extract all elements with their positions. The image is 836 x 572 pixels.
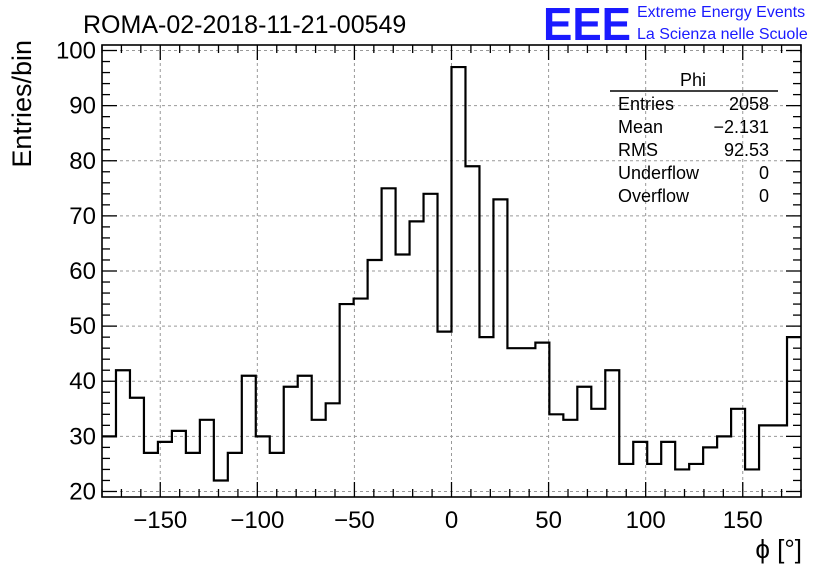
chart-title: ROMA-02-2018-11-21-00549 <box>83 11 406 39</box>
x-tick-label: 0 <box>445 507 458 534</box>
stat-value: 0 <box>759 186 769 206</box>
eee-logo: EEE <box>543 0 631 50</box>
y-tick-label: 70 <box>69 203 96 230</box>
stat-label: RMS <box>618 140 658 160</box>
y-tick-label: 80 <box>69 148 96 175</box>
org-name-line1: Extreme Energy Events <box>637 4 805 21</box>
x-tick-label: 50 <box>535 507 562 534</box>
y-tick-label: 50 <box>69 313 96 340</box>
x-tick-label: −100 <box>230 507 284 534</box>
stats-box-title: Phi <box>680 70 706 90</box>
y-tick-label: 30 <box>69 423 96 450</box>
y-tick-labels: 20 30 40 50 60 70 80 90 100 <box>56 38 96 506</box>
x-tick-labels: −150 −100 −50 0 50 100 150 <box>133 507 763 534</box>
axis-ticks <box>101 45 802 497</box>
stat-value: 92.53 <box>724 140 769 160</box>
plot-frame <box>101 44 802 498</box>
y-tick-label: 100 <box>56 38 96 65</box>
x-tick-label: −150 <box>133 507 187 534</box>
y-tick-label: 20 <box>69 478 96 505</box>
x-tick-label: 100 <box>626 507 666 534</box>
stat-label: Underflow <box>618 163 700 183</box>
x-tick-label: −50 <box>334 507 375 534</box>
stat-value: 0 <box>759 163 769 183</box>
org-name-line2: La Scienza nelle Scuole <box>637 26 808 43</box>
stat-value: −2.131 <box>713 117 769 137</box>
stat-label: Overflow <box>618 186 690 206</box>
stat-label: Mean <box>618 117 663 137</box>
histogram-outline <box>102 65 801 482</box>
x-tick-label: 150 <box>723 507 763 534</box>
y-tick-label: 60 <box>69 258 96 285</box>
stats-box: Phi Entries 2058 Mean −2.131 RMS 92.53 U… <box>610 70 778 206</box>
stat-value: 2058 <box>729 94 769 114</box>
stat-label: Entries <box>618 94 674 114</box>
y-axis-label: Entries/bin <box>7 40 37 168</box>
x-axis-label: ϕ [°] <box>755 534 802 564</box>
y-tick-label: 40 <box>69 368 96 395</box>
y-tick-label: 90 <box>69 93 96 120</box>
